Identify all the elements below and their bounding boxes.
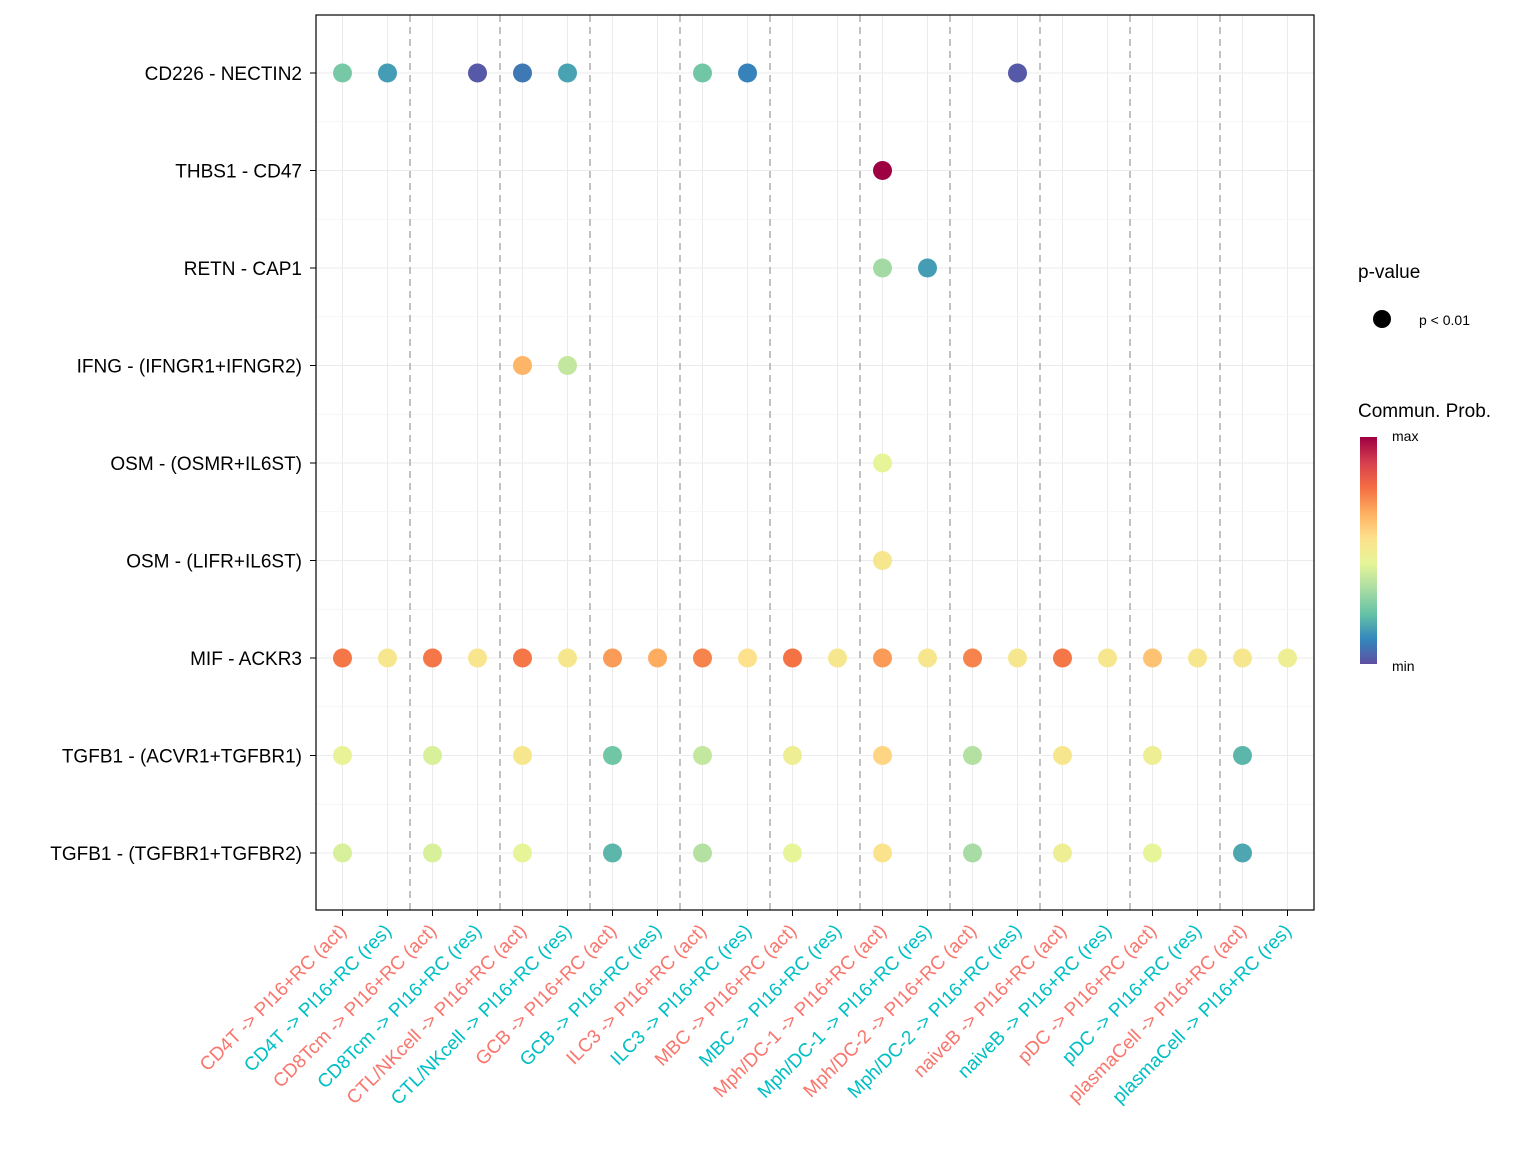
data-point xyxy=(513,648,532,668)
data-point xyxy=(603,648,622,668)
data-point xyxy=(1233,843,1252,863)
data-point xyxy=(1008,648,1027,668)
data-point xyxy=(963,648,982,668)
data-point xyxy=(783,843,802,863)
data-point xyxy=(918,648,937,668)
data-point xyxy=(693,746,712,765)
data-point xyxy=(468,648,487,668)
data-point xyxy=(1053,746,1072,765)
data-point xyxy=(1233,746,1252,765)
pvalue-legend-title: p-value xyxy=(1358,262,1420,283)
data-point xyxy=(873,746,892,765)
data-point xyxy=(738,648,757,668)
data-point xyxy=(378,648,397,668)
data-point xyxy=(513,63,532,83)
data-point xyxy=(873,161,892,180)
data-point xyxy=(333,648,352,668)
y-tick-label: TGFB1 - (ACVR1+TGFBR1) xyxy=(62,747,302,768)
data-point xyxy=(1143,843,1162,863)
data-point xyxy=(1008,63,1027,83)
data-point xyxy=(423,648,442,668)
data-point xyxy=(513,746,532,765)
data-point xyxy=(333,63,352,83)
data-point xyxy=(378,63,397,83)
y-tick-label: RETN - CAP1 xyxy=(184,259,302,280)
data-point xyxy=(513,356,532,375)
pvalue-legend-label: p < 0.01 xyxy=(1419,312,1470,328)
y-tick-label: OSM - (OSMR+IL6ST) xyxy=(110,454,302,475)
data-point xyxy=(513,843,532,863)
data-point xyxy=(918,258,937,278)
data-point xyxy=(963,843,982,863)
grid-layer xyxy=(316,15,1314,910)
data-point xyxy=(1053,648,1072,668)
data-point xyxy=(693,63,712,83)
y-tick-label: CD226 - NECTIN2 xyxy=(145,64,302,85)
y-tick-label: TGFB1 - (TGFBR1+TGFBR2) xyxy=(50,844,302,865)
data-point xyxy=(423,843,442,863)
data-point xyxy=(1053,843,1072,863)
data-point xyxy=(468,63,487,83)
data-point xyxy=(1188,648,1207,668)
color-legend-bar xyxy=(1360,437,1377,664)
legend: p-value p < 0.01 Commun. Prob. max min xyxy=(1358,262,1491,674)
y-tick-label: IFNG - (IFNGR1+IFNGR2) xyxy=(77,357,302,378)
data-points xyxy=(333,63,1297,863)
data-point xyxy=(558,63,577,83)
data-point xyxy=(648,648,667,668)
y-axis-ticks: CD226 - NECTIN2 THBS1 - CD47 RETN - CAP1 IF… xyxy=(50,64,316,865)
y-tick-label: THBS1 - CD47 xyxy=(175,162,302,183)
color-legend-min-label: min xyxy=(1392,658,1415,674)
data-point xyxy=(828,648,847,668)
y-tick-label: MIF - ACKR3 xyxy=(190,649,302,670)
group-separators xyxy=(409,15,1221,910)
data-point xyxy=(603,843,622,863)
data-point xyxy=(1143,746,1162,765)
data-point xyxy=(873,551,892,570)
data-point xyxy=(783,746,802,765)
color-legend-max-label: max xyxy=(1392,428,1418,444)
data-point xyxy=(873,258,892,278)
data-point xyxy=(1233,648,1252,668)
y-tick-label: OSM - (LIFR+IL6ST) xyxy=(126,552,302,573)
data-point xyxy=(603,746,622,765)
data-point xyxy=(558,648,577,668)
data-point xyxy=(1143,648,1162,668)
data-point xyxy=(333,843,352,863)
pvalue-legend-dot xyxy=(1373,310,1391,328)
data-point xyxy=(1098,648,1117,668)
data-point xyxy=(693,648,712,668)
data-point xyxy=(783,648,802,668)
color-legend-title: Commun. Prob. xyxy=(1358,401,1491,422)
data-point xyxy=(738,63,757,83)
data-point xyxy=(693,843,712,863)
data-point xyxy=(963,746,982,765)
data-point xyxy=(873,648,892,668)
data-point xyxy=(333,746,352,765)
data-point xyxy=(558,356,577,375)
data-point xyxy=(873,843,892,863)
x-axis-ticks: CD4T -> PI16+RC (act)CD4T -> PI16+RC (re… xyxy=(196,910,1296,1109)
data-point xyxy=(873,453,892,473)
data-point xyxy=(1278,648,1297,668)
data-point xyxy=(423,746,442,765)
